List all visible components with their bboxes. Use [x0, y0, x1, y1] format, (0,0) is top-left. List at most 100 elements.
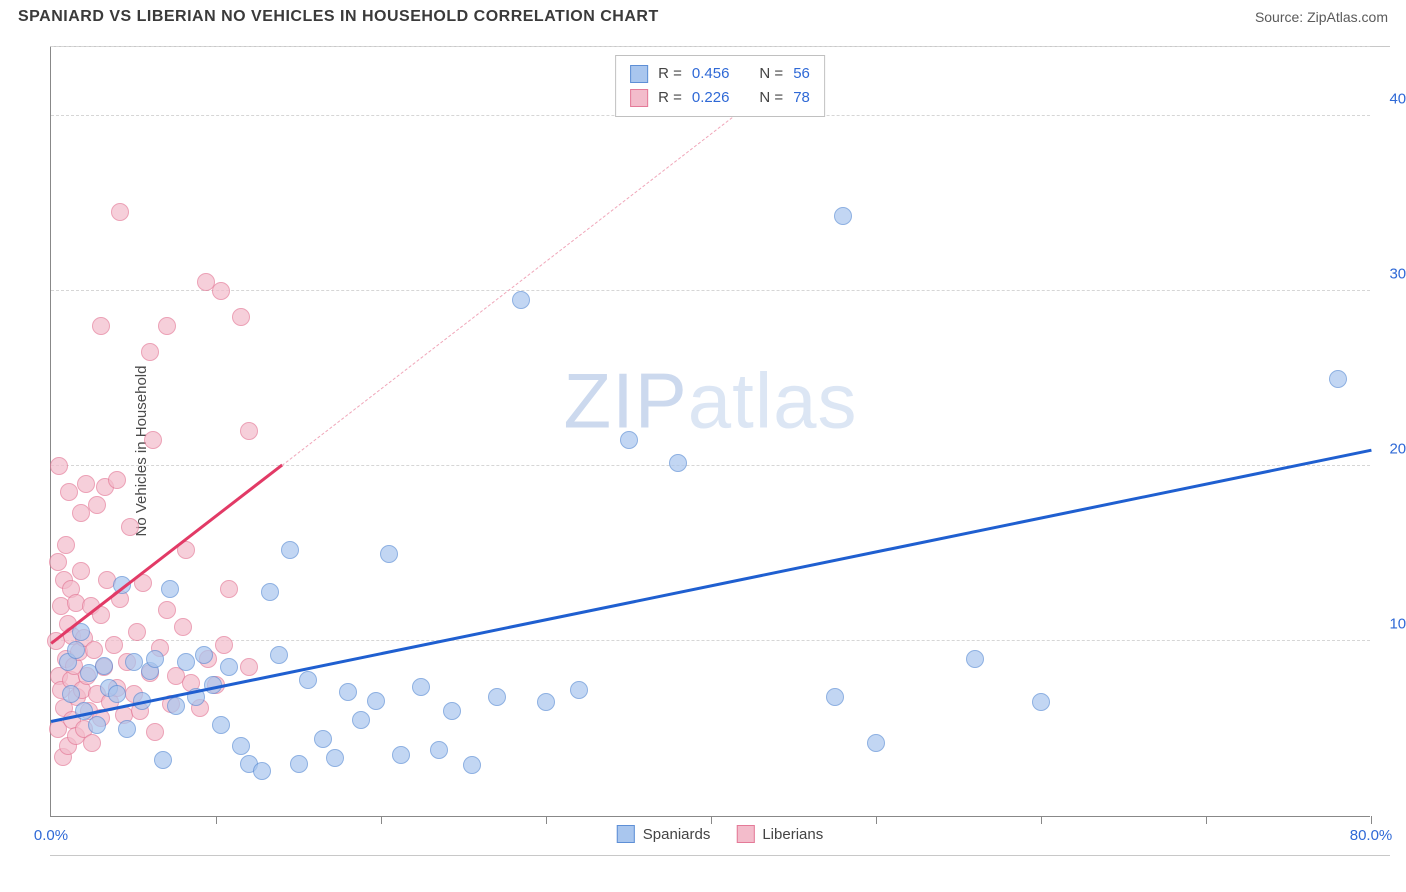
data-point [270, 646, 288, 664]
data-point [92, 317, 110, 335]
data-point [128, 623, 146, 641]
data-point [281, 541, 299, 559]
legend-item: Liberians [736, 825, 823, 843]
legend-r-label: R = [658, 86, 682, 110]
data-point [177, 653, 195, 671]
data-point [463, 756, 481, 774]
data-point [220, 658, 238, 676]
data-point [88, 496, 106, 514]
data-point [62, 685, 80, 703]
data-point [67, 641, 85, 659]
data-point [570, 681, 588, 699]
data-point [867, 734, 885, 752]
legend-correlation: R = 0.456 N = 56 R = 0.226 N = 78 [615, 55, 825, 117]
legend-series: Spaniards Liberians [617, 825, 823, 843]
data-point [314, 730, 332, 748]
data-point [1329, 370, 1347, 388]
legend-label: Liberians [762, 826, 823, 843]
data-point [326, 749, 344, 767]
y-tick-label: 40.0% [1389, 91, 1406, 108]
legend-n-value: 78 [793, 86, 810, 110]
legend-n-value: 56 [793, 62, 810, 86]
watermark: ZIPatlas [563, 355, 857, 446]
data-point [380, 545, 398, 563]
x-tick [546, 816, 547, 824]
data-point [72, 504, 90, 522]
data-point [60, 483, 78, 501]
data-point [167, 697, 185, 715]
data-point [253, 762, 271, 780]
legend-r-label: R = [658, 62, 682, 86]
y-tick-label: 30.0% [1389, 266, 1406, 283]
chart-header: SPANIARD VS LIBERIAN NO VEHICLES IN HOUS… [0, 0, 1406, 32]
data-point [158, 601, 176, 619]
data-point [1032, 693, 1050, 711]
x-tick [876, 816, 877, 824]
y-tick-label: 10.0% [1389, 616, 1406, 633]
x-tick [711, 816, 712, 824]
grid-line-h [51, 465, 1370, 466]
data-point [430, 741, 448, 759]
data-point [299, 671, 317, 689]
legend-r-value: 0.456 [692, 62, 730, 86]
data-point [174, 618, 192, 636]
grid-line-h [51, 46, 1370, 47]
data-point [111, 203, 129, 221]
legend-swatch [736, 825, 754, 843]
chart-title: SPANIARD VS LIBERIAN NO VEHICLES IN HOUS… [18, 8, 659, 26]
x-tick [1041, 816, 1042, 824]
x-tick-label: 0.0% [34, 827, 68, 844]
data-point [367, 692, 385, 710]
data-point [669, 454, 687, 472]
data-point [512, 291, 530, 309]
x-tick [216, 816, 217, 824]
data-point [232, 308, 250, 326]
data-point [77, 475, 95, 493]
legend-n-label: N = [759, 62, 783, 86]
watermark-right: atlas [688, 356, 858, 444]
data-point [826, 688, 844, 706]
data-point [144, 431, 162, 449]
chart-source: Source: ZipAtlas.com [1255, 9, 1388, 25]
grid-line-h [51, 640, 1370, 641]
data-point [108, 685, 126, 703]
data-point [240, 422, 258, 440]
data-point [141, 343, 159, 361]
data-point [125, 653, 143, 671]
y-tick-label: 20.0% [1389, 441, 1406, 458]
data-point [118, 720, 136, 738]
data-point [537, 693, 555, 711]
data-point [146, 723, 164, 741]
data-point [146, 650, 164, 668]
data-point [488, 688, 506, 706]
data-point [49, 553, 67, 571]
data-point [352, 711, 370, 729]
data-point [232, 737, 250, 755]
data-point [412, 678, 430, 696]
data-point [108, 471, 126, 489]
data-point [240, 658, 258, 676]
legend-swatch [630, 89, 648, 107]
data-point [215, 636, 233, 654]
legend-row: R = 0.226 N = 78 [630, 86, 810, 110]
data-point [88, 716, 106, 734]
data-point [620, 431, 638, 449]
legend-r-value: 0.226 [692, 86, 730, 110]
data-point [212, 716, 230, 734]
data-point [834, 207, 852, 225]
x-tick-label: 80.0% [1350, 827, 1393, 844]
data-point [83, 734, 101, 752]
legend-item: Spaniards [617, 825, 711, 843]
trend-line-extension [282, 108, 745, 466]
legend-n-label: N = [759, 86, 783, 110]
data-point [57, 536, 75, 554]
data-point [339, 683, 357, 701]
data-point [95, 657, 113, 675]
legend-swatch [617, 825, 635, 843]
data-point [195, 646, 213, 664]
plot-region: ZIPatlas 10.0%20.0%30.0%40.0%0.0%80.0% [50, 47, 1370, 817]
data-point [158, 317, 176, 335]
data-point [212, 282, 230, 300]
legend-label: Spaniards [643, 826, 711, 843]
data-point [392, 746, 410, 764]
